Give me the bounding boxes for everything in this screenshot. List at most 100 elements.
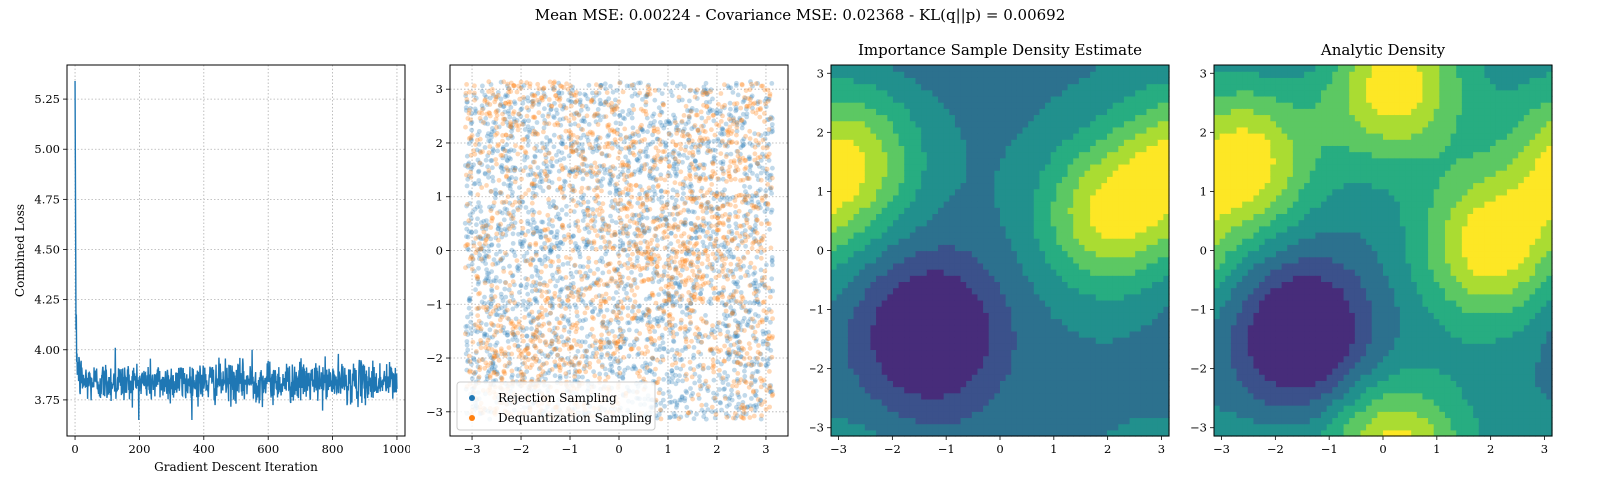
sample-point	[727, 174, 733, 179]
sample-point	[742, 158, 747, 163]
sample-point	[664, 217, 669, 223]
density-cell	[847, 256, 855, 264]
sample-point	[486, 168, 492, 173]
sample-point	[622, 206, 628, 212]
sample-point	[468, 169, 473, 175]
sample-point	[511, 109, 517, 115]
sample-point	[479, 299, 485, 305]
sample-point	[559, 224, 565, 230]
sample-point	[521, 328, 526, 333]
sample-point	[508, 156, 513, 162]
sample-point	[724, 350, 730, 356]
density-cell	[831, 139, 838, 146]
sample-point	[493, 191, 498, 196]
sample-point	[746, 193, 752, 199]
sample-point	[490, 91, 496, 96]
sample-point	[742, 405, 748, 411]
x-tick-label: −2	[884, 442, 901, 456]
sample-point	[597, 228, 603, 234]
sample-point	[464, 183, 470, 189]
sample-point	[661, 102, 666, 107]
sample-point	[579, 142, 585, 148]
sample-point	[755, 299, 761, 305]
sample-point	[719, 140, 725, 145]
sample-point	[585, 96, 591, 102]
sample-point	[574, 171, 580, 177]
sample-point	[737, 339, 743, 345]
sample-point	[765, 182, 771, 187]
sample-point	[670, 302, 676, 307]
sample-point	[488, 82, 494, 87]
sample-point	[530, 125, 535, 131]
sample-point	[620, 164, 626, 170]
density-cell	[831, 89, 838, 97]
sample-point	[650, 292, 656, 298]
sample-point	[583, 93, 589, 98]
sample-point	[521, 121, 527, 127]
sample-point	[619, 146, 624, 152]
sample-point	[688, 300, 694, 306]
sample-point	[496, 237, 501, 243]
sample-point	[710, 96, 715, 102]
sample-point	[677, 297, 683, 302]
sample-point	[549, 242, 555, 248]
sample-point	[730, 383, 735, 389]
sample-point	[750, 109, 756, 115]
sample-point	[640, 364, 645, 369]
sample-point	[733, 210, 738, 215]
density-cell	[836, 201, 843, 208]
sample-point	[483, 253, 489, 258]
density-cell	[847, 262, 855, 270]
sample-point	[464, 97, 470, 102]
sample-point	[645, 320, 651, 326]
sample-point	[690, 262, 696, 268]
sample-point	[567, 170, 573, 175]
sample-point	[634, 221, 640, 226]
sample-point	[568, 345, 574, 350]
sample-point	[515, 343, 521, 349]
sample-point	[734, 80, 739, 86]
sample-point	[610, 370, 616, 375]
sample-point	[510, 189, 515, 195]
sample-point	[735, 323, 741, 329]
sample-point	[639, 350, 645, 356]
sample-point	[530, 318, 536, 324]
sample-point	[692, 158, 698, 164]
sample-point	[597, 339, 603, 344]
sample-point	[542, 106, 547, 112]
sample-point	[675, 192, 680, 198]
sample-point	[666, 297, 672, 303]
sample-point	[687, 134, 693, 139]
sample-point	[568, 103, 574, 109]
sample-point	[585, 212, 591, 218]
sample-point	[473, 250, 479, 256]
sample-point	[615, 303, 620, 309]
sample-point	[632, 131, 638, 137]
sample-point	[530, 257, 536, 263]
sample-point	[478, 328, 484, 334]
x-tick-label: 2	[1104, 442, 1111, 456]
sample-point	[723, 121, 729, 127]
sample-point	[670, 284, 676, 290]
sample-point	[565, 86, 571, 92]
sample-point	[679, 120, 685, 125]
sample-point	[488, 296, 494, 302]
sample-point	[644, 207, 650, 213]
sample-point	[757, 362, 762, 368]
density-cell	[836, 269, 843, 276]
sample-point	[730, 254, 735, 260]
sample-point	[530, 114, 536, 120]
sample-point	[753, 190, 759, 196]
sample-point	[674, 83, 680, 89]
sample-point	[582, 310, 588, 316]
sample-point	[650, 279, 656, 285]
sample-point	[736, 351, 741, 356]
sample-point	[566, 293, 572, 299]
sample-point	[530, 159, 536, 165]
sample-point	[724, 128, 730, 134]
sample-point	[539, 332, 545, 338]
sample-point	[647, 329, 653, 335]
sample-point	[770, 128, 775, 134]
sample-point	[601, 102, 607, 107]
sample-point	[747, 87, 753, 93]
